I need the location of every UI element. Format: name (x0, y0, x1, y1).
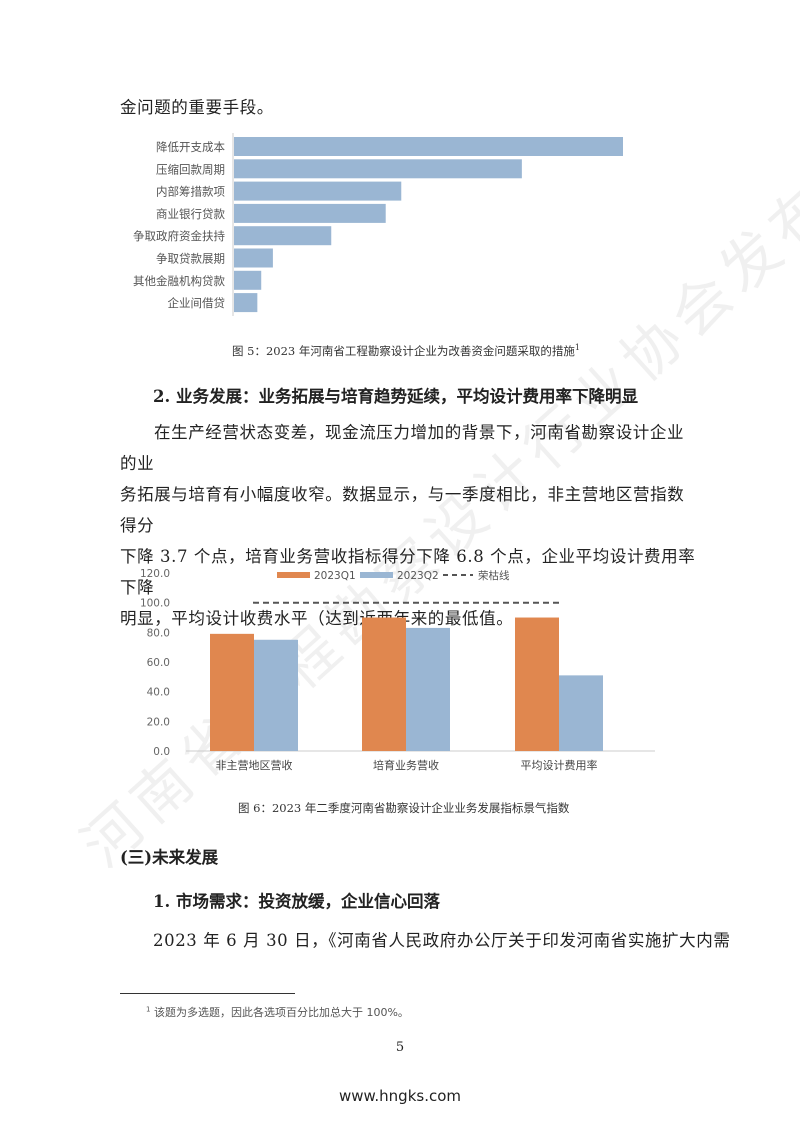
paragraph-line: 务拓展与培育有小幅度收窄。数据显示，与一季度相比，非主营地区营指数得分 (120, 485, 685, 535)
category-label: 压缩回款周期 (156, 162, 225, 176)
legend-swatch-q2 (360, 572, 393, 578)
bar-2023Q2-1 (406, 627, 450, 751)
figure6-caption: 图 6：2023 年二季度河南省勘察设计企业业务发展指标景气指数 (238, 801, 570, 815)
category-label: 培育业务营收 (373, 758, 439, 772)
bar-2 (234, 181, 402, 201)
category-label: 降低开支成本 (156, 140, 225, 154)
bar-2023Q2-0 (254, 639, 298, 751)
y-tick-label: 100.0 (140, 598, 170, 610)
page-number: 5 (395, 1040, 405, 1055)
category-label: 争取贷款展期 (156, 252, 225, 266)
bar-2023Q2-2 (559, 675, 603, 751)
paragraph-line: 下降 3.7 个点，培育业务营收指标得分下降 6.8 个点，企业平均设计费用率下… (120, 547, 696, 597)
chart-business-index: 0.0 20.0 40.0 60.0 80.0 100.0 120.0 非主营地区营收 培育业务… (140, 568, 655, 772)
footnote-text: 该题为多选题，因此各选项百分比加总大于 100%。 (153, 1006, 409, 1019)
bar-5 (234, 248, 273, 268)
bar-2023Q1-0 (210, 633, 254, 751)
bar-1 (234, 159, 522, 179)
category-label: 非主营地区营收 (216, 758, 293, 772)
paragraph-line: 在生产经营状态变差，现金流压力增加的背景下，河南省勘察设计企业的业 (120, 423, 685, 473)
legend-label: 荣枯线 (478, 569, 510, 582)
bar-4 (234, 226, 332, 246)
category-label: 争取政府资金扶持 (133, 229, 225, 243)
intro-line: 金问题的重要手段。 (120, 98, 274, 117)
footnote-divider (120, 993, 295, 994)
figure5-caption: 图 5：2023 年河南省工程勘察设计企业为改善资金问题采取的措施1 (232, 343, 580, 359)
y-tick-label: 0.0 (153, 746, 170, 758)
bar-7 (234, 293, 258, 313)
footnote-mark: 1 (574, 343, 580, 353)
bar-6 (234, 270, 262, 290)
section2-heading: 2. 业务发展：业务拓展与培育趋势延续，平均设计费用率下降明显 (153, 387, 638, 406)
category-label: 平均设计费用率 (521, 758, 598, 772)
y-tick-label: 40.0 (147, 687, 170, 699)
figure5-title: 图 5：2023 年河南省工程勘察设计企业为改善资金问题采取的措施 (232, 344, 575, 358)
chart-measures: 降低开支成本压缩回款周期内部筹措款项商业银行贷款争取政府资金扶持争取贷款展期其他… (133, 133, 623, 316)
bar-0 (234, 137, 623, 156)
y-tick-label: 60.0 (147, 657, 170, 669)
category-label: 内部筹措款项 (156, 185, 225, 199)
footnote-mark: 1 (146, 1005, 151, 1014)
bar-2023Q1-2 (515, 617, 559, 751)
category-label: 其他金融机构贷款 (133, 274, 225, 288)
footer-url[interactable]: www.hngks.com (338, 1087, 462, 1105)
section2-paragraph: 在生产经营状态变差，现金流压力增加的背景下，河南省勘察设计企业的业 务拓展与培育… (120, 417, 700, 634)
bar-2023Q1-1 (362, 617, 406, 751)
category-label: 企业间借贷 (168, 296, 226, 310)
section3-heading: (三)未来发展 (120, 848, 219, 867)
y-tick-label: 20.0 (147, 716, 170, 728)
section3-line: 2023 年 6 月 30 日，《河南省人民政府办公厅关于印发河南省实施扩大内需 (153, 931, 731, 950)
legend-label: 2023Q1 (314, 570, 356, 582)
paragraph-line: 明显，平均设计收费水平（达到近两年来的最低值。 (120, 609, 514, 628)
section3-subheading: 1. 市场需求：投资放缓，企业信心回落 (153, 892, 440, 911)
legend-label: 2023Q2 (397, 570, 439, 582)
category-label: 商业银行贷款 (156, 207, 225, 221)
bar-3 (234, 203, 386, 223)
y-tick-label: 80.0 (147, 627, 170, 639)
y-tick-label: 120.0 (140, 568, 170, 580)
footnote: 1 该题为多选题，因此各选项百分比加总大于 100%。 (146, 1004, 409, 1020)
legend-swatch-q1 (277, 572, 310, 578)
